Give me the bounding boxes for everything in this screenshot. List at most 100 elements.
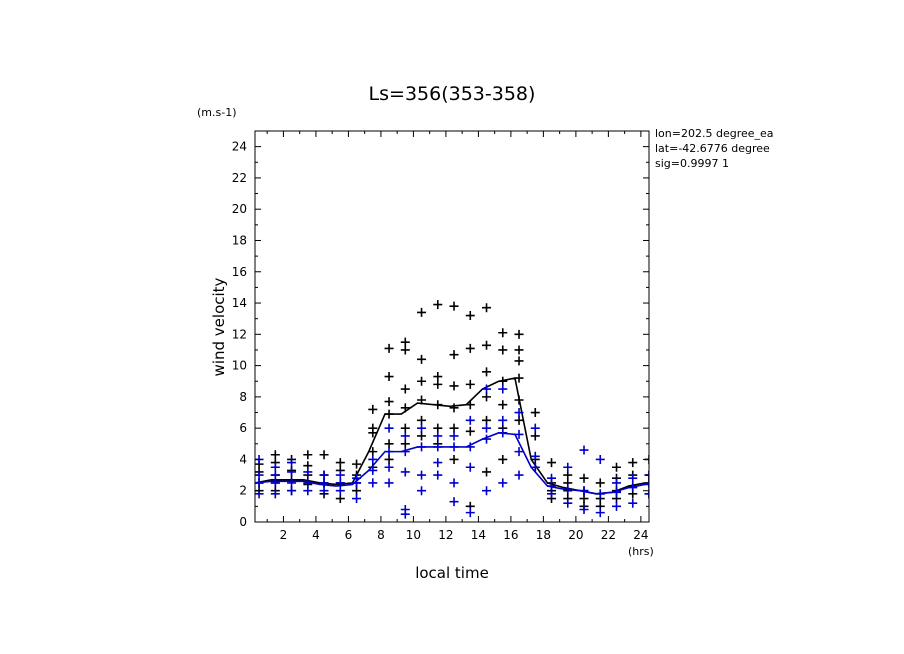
info-line-lon: lon=202.5 degree_ea [655,127,774,140]
data-point [482,486,492,496]
data-point [433,431,443,441]
data-point [352,486,362,496]
data-point [514,329,524,339]
data-point [384,372,394,382]
y-tick-label: 6 [239,421,247,435]
data-point [547,458,557,468]
info-line-sig: sig=0.9997 1 [655,157,729,170]
y-tick-label: 16 [232,265,247,279]
data-point [319,470,329,480]
data-point [465,379,475,389]
data-point [384,454,394,464]
data-point [579,473,589,483]
data-point [612,478,622,488]
plot-frame [254,130,650,523]
data-point [335,494,345,504]
x-tick-label: 24 [633,528,648,542]
data-point [465,415,475,425]
data-point [595,454,605,464]
data-point [352,459,362,469]
x-tick-label: 6 [345,528,353,542]
data-point [465,311,475,321]
data-point [449,301,459,311]
data-point [482,340,492,350]
data-point [612,501,622,511]
data-point [498,415,508,425]
data-point [628,498,638,508]
data-point [449,454,459,464]
data-point [368,447,378,457]
data-point [563,470,573,480]
data-point [547,473,557,483]
data-point [465,508,475,518]
data-point [319,486,329,496]
x-tick-label: 12 [438,528,453,542]
data-point [595,478,605,488]
x-tick-label: 22 [601,528,616,542]
data-point [319,450,329,460]
x-tick-label: 18 [536,528,551,542]
data-point [319,478,329,488]
x-tick-label: 16 [503,528,518,542]
data-point [368,423,378,433]
data-point [368,454,378,464]
data-point [530,451,540,461]
data-point [482,303,492,313]
x-tick-label: 8 [377,528,385,542]
data-point [270,478,280,488]
data-point [417,486,427,496]
y-axis-label: wind velocity [210,277,228,376]
info-line-lat: lat=-42.6776 degree [655,142,770,155]
data-point [433,423,443,433]
data-point [579,445,589,455]
data-point [400,439,410,449]
data-point [514,429,524,439]
y-tick-label: 18 [232,233,247,247]
data-point [449,478,459,488]
y-tick-label: 24 [232,140,247,154]
data-point [514,373,524,383]
data-point [417,423,427,433]
data-point [595,508,605,518]
data-point [498,454,508,464]
axis-ticks: 2 4 6 8 10 12 14 16 18 20 22 2402468101214161820222… [232,130,649,542]
mean-line [255,432,646,495]
data-point [514,345,524,355]
data-point [384,343,394,353]
data-point [417,431,427,441]
data-point [417,376,427,386]
data-point [563,498,573,508]
x-tick-label: 4 [312,528,320,542]
data-point [579,504,589,514]
data-point [287,458,297,468]
data-point [465,343,475,353]
data-point [449,497,459,507]
data-point [303,450,313,460]
data-point [335,486,345,496]
x-tick-label: 10 [406,528,421,542]
data-point [482,467,492,477]
data-point [482,392,492,402]
data-point [514,356,524,366]
data-point [303,467,313,477]
data-point [482,384,492,394]
data-point [449,431,459,441]
data-point [465,462,475,472]
data-point [417,354,427,364]
x-axis-label: local time [415,564,489,582]
data-point [270,470,280,480]
data-point [335,458,345,468]
y-tick-label: 12 [232,327,247,341]
data-point [563,462,573,472]
data-point [530,408,540,418]
data-point [270,462,280,472]
data-point [547,489,557,499]
data-point [498,478,508,488]
data-point [352,494,362,504]
data-point [628,458,638,468]
data-point [384,423,394,433]
data-point [449,381,459,391]
data-point [514,470,524,480]
data-point [433,300,443,310]
